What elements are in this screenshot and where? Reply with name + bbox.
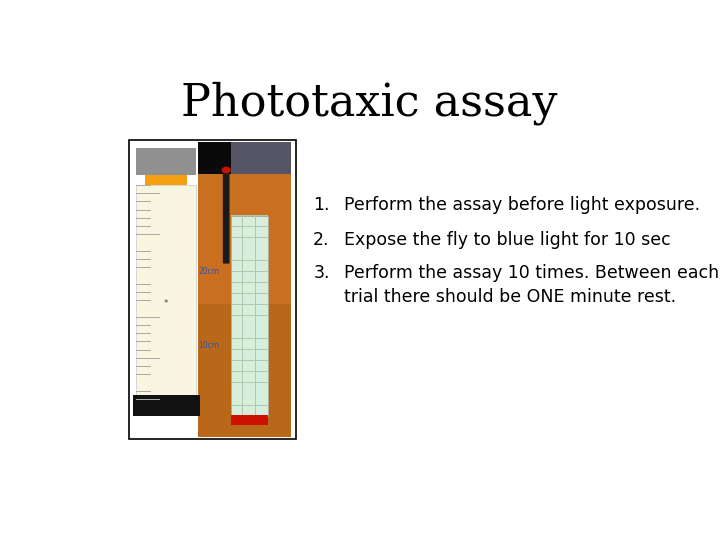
Bar xyxy=(136,366,150,367)
Text: *: * xyxy=(163,299,168,308)
Bar xyxy=(136,275,160,276)
Bar xyxy=(230,360,268,361)
Bar xyxy=(230,141,292,174)
Bar xyxy=(136,185,196,400)
Bar xyxy=(136,284,150,285)
Bar xyxy=(136,308,150,309)
Text: Expose the fly to blue light for 10 sec: Expose the fly to blue light for 10 sec xyxy=(344,231,670,249)
Bar xyxy=(198,141,292,174)
Bar xyxy=(230,371,268,372)
Bar xyxy=(230,215,268,416)
Bar xyxy=(230,382,268,383)
Bar xyxy=(136,251,150,252)
Bar xyxy=(136,267,150,268)
FancyBboxPatch shape xyxy=(222,173,230,264)
Bar xyxy=(230,293,268,294)
Text: 2.: 2. xyxy=(313,231,330,249)
Bar xyxy=(136,333,150,334)
Bar xyxy=(136,374,150,375)
Bar xyxy=(230,315,268,316)
Bar xyxy=(136,341,150,342)
Bar xyxy=(230,271,268,272)
Text: 3.: 3. xyxy=(313,265,330,282)
Bar xyxy=(136,218,150,219)
Bar xyxy=(136,292,150,293)
Bar xyxy=(230,404,268,406)
Bar xyxy=(198,304,292,437)
Bar xyxy=(198,141,292,304)
Bar xyxy=(230,415,268,426)
Bar xyxy=(230,226,268,227)
Bar xyxy=(136,185,150,186)
Text: 20cm: 20cm xyxy=(198,267,220,275)
Text: Phototaxic assay: Phototaxic assay xyxy=(181,82,557,125)
Bar xyxy=(255,215,256,416)
Bar xyxy=(230,260,268,261)
Bar xyxy=(136,317,160,318)
Bar xyxy=(136,325,150,326)
Bar xyxy=(230,215,268,216)
Bar xyxy=(136,234,160,235)
Bar xyxy=(129,140,297,439)
Bar xyxy=(136,201,150,202)
Bar xyxy=(230,416,268,417)
Bar xyxy=(230,349,268,350)
Bar xyxy=(136,391,150,392)
Text: Perform the assay 10 times. Between each
trial there should be ONE minute rest.: Perform the assay 10 times. Between each… xyxy=(344,265,719,306)
Text: Perform the assay before light exposure.: Perform the assay before light exposure. xyxy=(344,196,700,214)
Bar xyxy=(230,338,268,339)
Bar xyxy=(136,210,150,211)
Text: 1.: 1. xyxy=(313,196,330,214)
Circle shape xyxy=(222,167,230,173)
Bar xyxy=(136,242,150,244)
Bar xyxy=(136,226,150,227)
Bar xyxy=(133,395,200,416)
Bar xyxy=(230,248,268,249)
Bar xyxy=(136,193,160,194)
Bar xyxy=(136,148,196,175)
Bar xyxy=(136,259,150,260)
Bar xyxy=(136,399,160,400)
Bar xyxy=(230,282,268,283)
Bar xyxy=(136,358,160,359)
Text: 10cm: 10cm xyxy=(198,341,220,350)
Bar xyxy=(136,300,150,301)
Bar xyxy=(145,175,187,185)
